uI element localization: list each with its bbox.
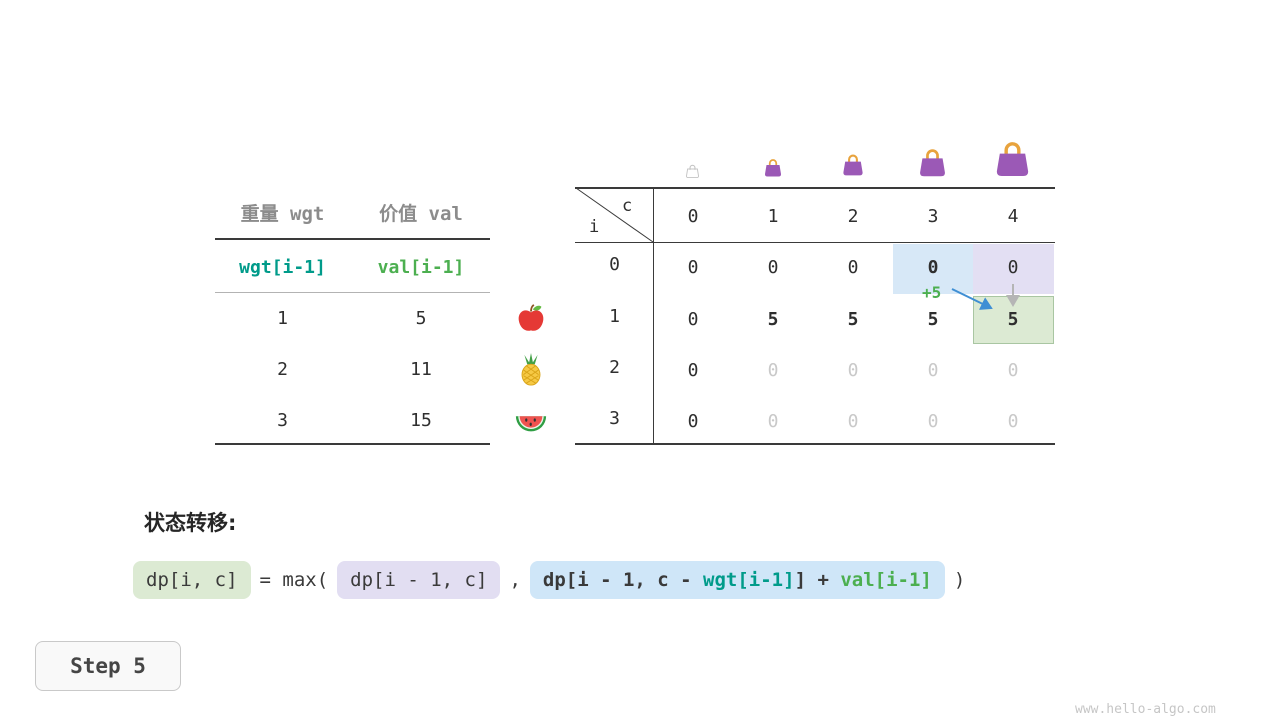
dp-cell-3-3: 0: [927, 411, 939, 432]
dp-cell-2-0: 0: [687, 360, 699, 381]
item-3-weight: 3: [277, 410, 288, 431]
dp-col-header-1: 1: [767, 206, 779, 227]
step-badge: Step 5: [35, 641, 181, 691]
dp-corner-row-label: i: [589, 217, 600, 237]
item-2-value: 11: [410, 359, 432, 380]
items-table-mid-rule: [215, 292, 490, 293]
dp-row-header-0: 0: [609, 254, 620, 275]
items-table-header-rule: [215, 238, 490, 240]
formula-arg2-prefix: dp[i - 1, c -: [542, 569, 704, 591]
dp-row-header-1: 1: [609, 306, 620, 327]
dp-cell-2-3: 0: [927, 360, 939, 381]
items-col-value-header: 价值 val: [379, 203, 463, 225]
pineapple-icon: [514, 352, 548, 386]
dp-col-header-2: 2: [847, 206, 859, 227]
dp-cell-0-3: 0: [927, 257, 939, 278]
formula-eq-max: = max(: [259, 569, 329, 591]
dp-cell-0-2: 0: [847, 257, 859, 278]
dp-table-header-rule: [575, 242, 1055, 243]
dp-table-vertical-rule: [653, 187, 654, 445]
dp-table-top-rule: [575, 187, 1055, 189]
dp-cell-2-1: 0: [767, 360, 779, 381]
item-1-value: 5: [415, 308, 427, 329]
apple-icon: [514, 302, 548, 336]
dp-table-bottom-rule: [575, 443, 1055, 445]
dp-cell-1-4: 5: [1007, 309, 1019, 330]
dp-col-header-0: 0: [687, 206, 699, 227]
dp-corner-diagonal: [575, 187, 654, 243]
formula-arg1-box: dp[i - 1, c]: [337, 561, 501, 599]
items-col-weight-header: 重量 wgt: [240, 203, 325, 225]
dp-cell-0-1: 0: [767, 257, 779, 278]
formula-lhs-box: dp[i, c]: [133, 561, 251, 599]
dp-cell-3-1: 0: [767, 411, 779, 432]
dp-cell-0-4: 0: [1007, 257, 1019, 278]
bag-xlarge-icon: [993, 138, 1032, 177]
bag-large-icon: [917, 146, 948, 177]
items-formula-val: val[i-1]: [377, 257, 465, 278]
bag-small-icon: [763, 157, 783, 177]
dp-row-header-2: 2: [609, 357, 620, 378]
watermark: www.hello-algo.com: [1075, 702, 1216, 717]
dp-cell-1-2: 5: [847, 309, 859, 330]
item-3-value: 15: [410, 410, 432, 431]
formula-close-paren: ): [953, 569, 966, 591]
state-transition-label: 状态转移:: [144, 511, 237, 535]
dp-cell-1-0: 0: [687, 309, 699, 330]
dp-cell-3-4: 0: [1007, 411, 1019, 432]
item-1-weight: 1: [277, 308, 288, 329]
watermelon-icon: [514, 404, 548, 438]
transition-formula: dp[i, c] = max( dp[i - 1, c] , dp[i - 1,…: [133, 558, 965, 602]
item-2-weight: 2: [277, 359, 288, 380]
bag-medium-icon: [841, 152, 865, 176]
dp-cell-0-0: 0: [687, 257, 699, 278]
dp-cell-3-2: 0: [847, 411, 859, 432]
dp-row-header-3: 3: [609, 408, 620, 429]
items-formula-wgt: wgt[i-1]: [239, 257, 326, 278]
formula-comma: ,: [509, 569, 521, 591]
plus-five-annotation: +5: [922, 283, 942, 302]
formula-arg2-mid: ] +: [794, 569, 841, 591]
dp-cell-1-3: 5: [927, 309, 939, 330]
dp-col-header-4: 4: [1007, 206, 1019, 227]
formula-arg2-val: val[i-1]: [840, 569, 932, 591]
bag-empty-icon: [685, 163, 700, 178]
dp-col-header-3: 3: [927, 206, 939, 227]
dp-cell-2-2: 0: [847, 360, 859, 381]
dp-cell-3-0: 0: [687, 411, 699, 432]
highlight-source-cell-blue: [893, 244, 973, 294]
items-table-bottom-rule: [215, 443, 490, 445]
formula-arg2-box: dp[i - 1, c - wgt[i-1]] + val[i-1]: [529, 561, 945, 599]
formula-arg2-wgt: wgt[i-1]: [703, 569, 795, 591]
dp-cell-2-4: 0: [1007, 360, 1019, 381]
dp-corner-col-label: c: [622, 196, 633, 216]
dp-cell-1-1: 5: [767, 309, 779, 330]
